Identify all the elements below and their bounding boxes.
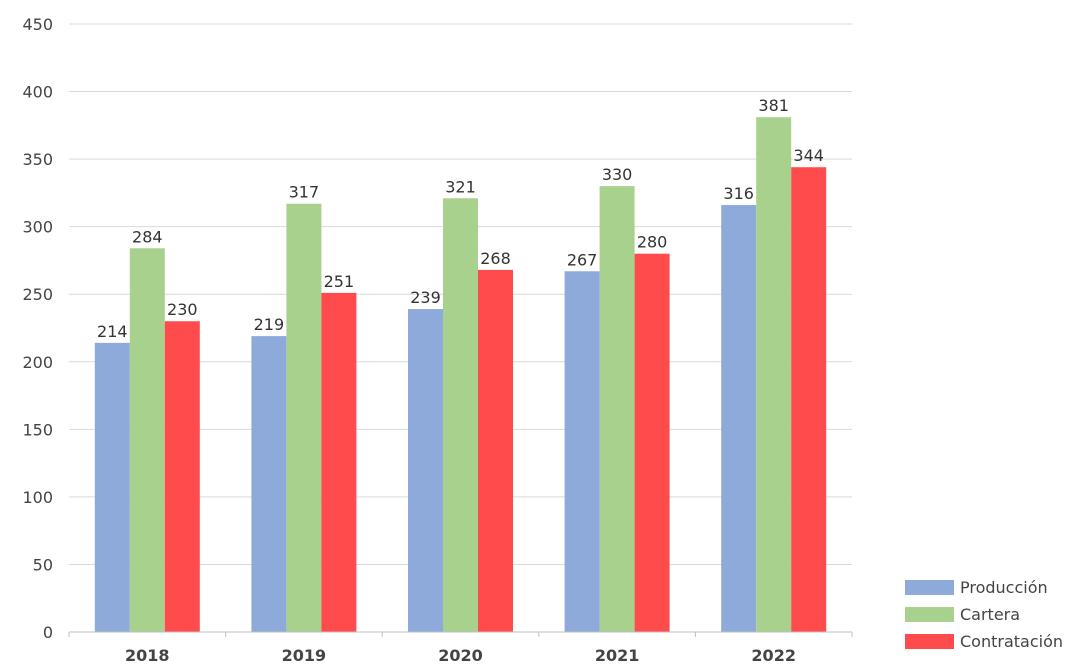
data-label: 284 [132,227,163,246]
bars [94,117,827,633]
y-tick-label: 100 [22,488,53,507]
y-tick-label: 300 [22,218,53,237]
legend-label: Producción [960,578,1048,597]
bar-produccion-2021 [564,271,600,632]
bar-contratacion-2020 [478,269,513,632]
data-label: 214 [97,322,128,341]
y-tick-label: 350 [22,150,53,169]
x-category-label: 2018 [125,646,170,665]
y-tick-label: 250 [22,285,53,304]
x-category-label: 2021 [595,646,640,665]
data-label: 330 [602,165,633,184]
bar-produccion-2022 [721,205,757,632]
x-axis: 2018 2019 2020 2021 2022 [68,631,853,665]
bar-contratacion-2019 [321,292,357,632]
x-category-label: 2020 [438,646,483,665]
data-label: 316 [723,184,754,203]
legend-label: Cartera [960,605,1020,624]
bar-produccion-2019 [251,336,287,632]
bar-contratacion-2022 [791,167,827,632]
data-label: 317 [289,183,320,202]
data-label: 219 [254,315,285,334]
bar-contratacion-2018 [164,321,200,632]
legend-label: Contratación [960,632,1063,651]
bar-cartera-2019 [286,203,322,632]
y-tick-label: 450 [22,15,53,34]
y-tick-label: 0 [43,623,53,642]
bar-cartera-2021 [599,186,635,632]
bar-produccion-2018 [94,342,130,632]
bar-cartera-2022 [756,117,792,632]
data-label: 268 [480,249,511,268]
bar-contratacion-2021 [634,253,670,632]
data-label: 280 [637,233,668,252]
y-tick-label: 400 [22,83,53,102]
data-label: 381 [758,96,789,115]
x-category-label: 2019 [282,646,327,665]
legend-swatch [905,634,954,649]
x-category-label: 2022 [751,646,796,665]
bar-produccion-2020 [408,309,443,632]
bar-cartera-2020 [443,198,478,632]
y-tick-label: 200 [22,353,53,372]
y-axis-ticks: 0 50 100 150 200 250 300 350 400 450 [22,15,53,642]
data-labels: 214 284 230 219 317 251 239 321 268 267 330 280 316 3… [97,96,824,341]
data-label: 344 [793,146,824,165]
bar-cartera-2018 [129,248,165,633]
y-tick-label: 50 [33,555,53,574]
legend-swatch [905,580,954,595]
data-label: 230 [167,300,198,319]
legend: Producción Cartera Contratación [905,578,1063,651]
data-label: 251 [324,272,355,291]
data-label: 239 [410,288,441,307]
legend-swatch [905,607,954,622]
y-tick-label: 150 [22,420,53,439]
data-label: 267 [567,250,598,269]
data-label: 321 [445,177,476,196]
